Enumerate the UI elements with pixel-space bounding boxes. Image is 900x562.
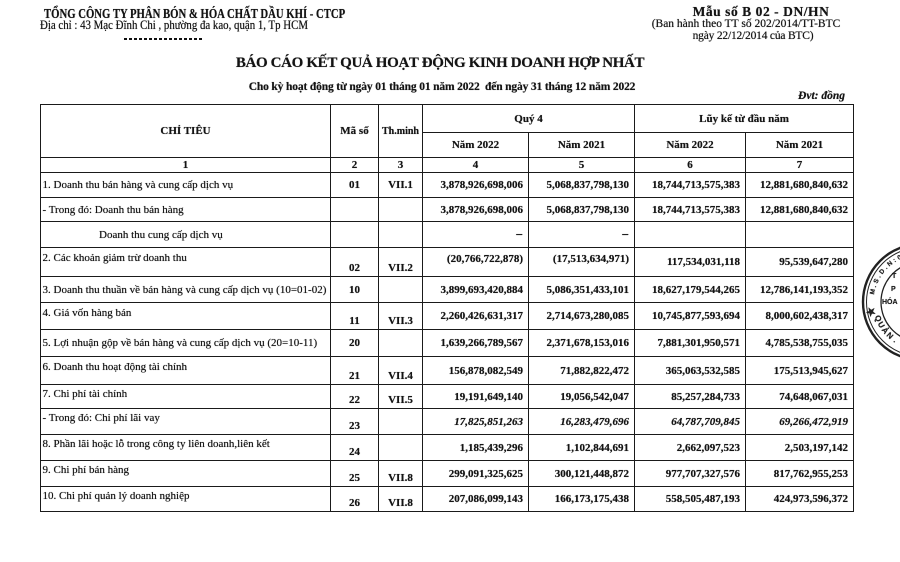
svg-text:D: D xyxy=(878,268,887,276)
svg-text:★: ★ xyxy=(865,306,879,318)
svg-text:S: S xyxy=(873,277,881,284)
svg-text:P: P xyxy=(891,286,896,293)
svg-text:.: . xyxy=(883,264,889,270)
svg-text:M: M xyxy=(869,288,877,295)
svg-text:.: . xyxy=(892,336,899,345)
svg-text::: : xyxy=(892,257,898,264)
svg-text:.: . xyxy=(871,284,878,288)
svg-text:Ả: Ả xyxy=(880,326,891,336)
svg-text:HÓA: HÓA xyxy=(882,297,898,306)
svg-text:T: T xyxy=(892,273,897,280)
svg-text:N: N xyxy=(886,260,894,269)
svg-text:U: U xyxy=(876,320,887,330)
svg-text:.: . xyxy=(876,274,883,279)
svg-text:Q: Q xyxy=(873,314,884,323)
svg-text:N: N xyxy=(885,330,896,341)
svg-text:0: 0 xyxy=(896,254,900,262)
